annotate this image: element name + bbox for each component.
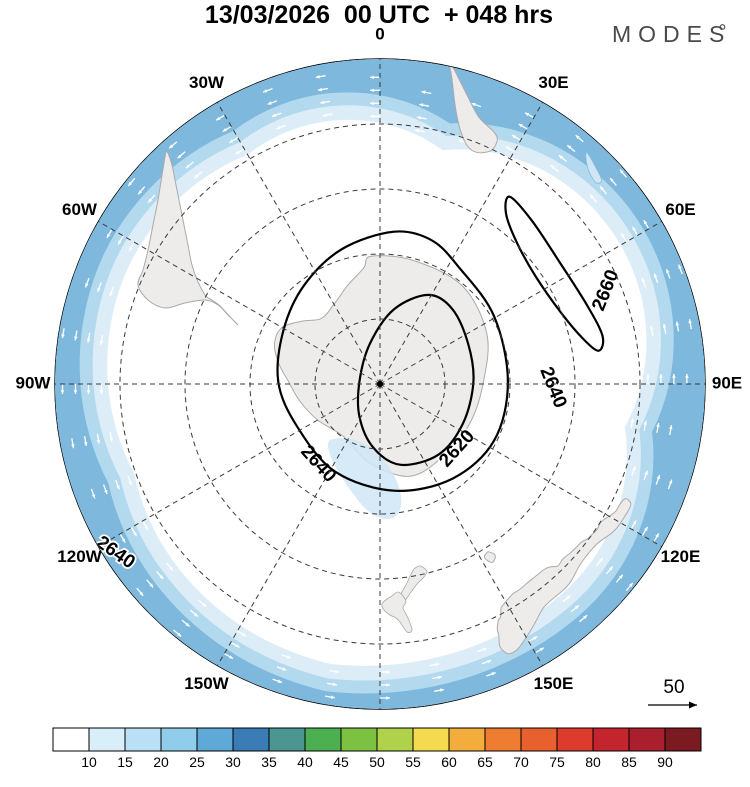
svg-text:50: 50 — [369, 754, 385, 770]
svg-text:65: 65 — [477, 754, 493, 770]
svg-text:80: 80 — [585, 754, 601, 770]
svg-text:10: 10 — [81, 754, 97, 770]
svg-text:90E: 90E — [712, 373, 742, 392]
svg-text:150W: 150W — [184, 674, 229, 693]
svg-text:30W: 30W — [189, 73, 225, 92]
svg-text:MODES: MODES — [612, 21, 731, 47]
svg-text:60W: 60W — [62, 200, 98, 219]
svg-text:13/03/2026 00 UTC + 048 hrs: 13/03/2026 00 UTC + 048 hrs — [205, 1, 553, 29]
svg-text:90: 90 — [657, 754, 673, 770]
svg-text:85: 85 — [621, 754, 637, 770]
svg-text:60E: 60E — [665, 200, 695, 219]
svg-text:45: 45 — [333, 754, 349, 770]
svg-text:30E: 30E — [538, 73, 568, 92]
svg-text:55: 55 — [405, 754, 421, 770]
svg-text:60: 60 — [441, 754, 457, 770]
svg-text:15: 15 — [117, 754, 133, 770]
svg-text:90W: 90W — [16, 373, 52, 392]
svg-text:75: 75 — [549, 754, 565, 770]
svg-text:120W: 120W — [57, 547, 102, 566]
svg-text:35: 35 — [261, 754, 277, 770]
svg-text:120E: 120E — [661, 547, 701, 566]
svg-text:50: 50 — [663, 677, 684, 698]
svg-text:30: 30 — [225, 754, 241, 770]
svg-text:40: 40 — [297, 754, 313, 770]
svg-text:70: 70 — [513, 754, 529, 770]
svg-text:20: 20 — [153, 754, 169, 770]
svg-text:150E: 150E — [534, 674, 574, 693]
svg-text:25: 25 — [189, 754, 205, 770]
